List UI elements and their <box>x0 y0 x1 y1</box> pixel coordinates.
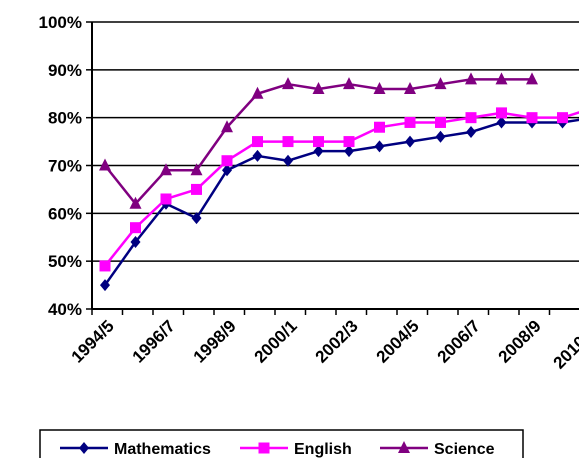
data-point-english <box>282 136 294 148</box>
series-layer <box>99 72 579 292</box>
data-point-mathematics <box>252 149 263 162</box>
series-line-english <box>104 111 579 267</box>
y-tick-label: 40% <box>48 300 82 319</box>
legend-marker-science <box>398 441 410 453</box>
x-tick-label: 2002/3 <box>312 316 362 366</box>
data-point-english <box>343 136 355 148</box>
data-point-english <box>191 183 202 195</box>
data-point-science <box>404 81 416 94</box>
data-point-mathematics <box>313 145 324 158</box>
data-point-english <box>313 136 324 148</box>
data-point-science <box>526 72 538 85</box>
data-point-science <box>465 72 477 85</box>
data-point-science <box>312 81 325 94</box>
y-axis-ticks: 40% 50% 60% 70% 80% 90% 100% <box>39 13 92 319</box>
y-tick-label: 60% <box>48 204 82 223</box>
data-point-english <box>160 193 172 205</box>
data-point-mathematics <box>496 116 507 129</box>
data-point-mathematics <box>435 130 446 143</box>
data-point-mathematics <box>374 140 385 153</box>
data-point-english <box>557 112 568 124</box>
data-point-english <box>404 116 416 128</box>
data-point-english <box>374 121 385 133</box>
data-point-mathematics <box>100 279 110 292</box>
data-point-mathematics <box>283 154 293 167</box>
data-point-english <box>130 222 141 234</box>
x-tick-label: 1996/7 <box>129 316 179 366</box>
y-tick-label: 100% <box>39 13 82 32</box>
data-point-science <box>160 163 172 176</box>
data-point-mathematics <box>344 145 354 158</box>
x-tick-label: 1994/5 <box>68 316 118 366</box>
legend-marker-mathematics <box>79 442 89 454</box>
data-point-science <box>129 196 142 209</box>
data-point-mathematics <box>405 135 415 148</box>
data-point-science <box>221 120 233 133</box>
data-point-english <box>99 260 111 272</box>
legend-marker-english <box>258 442 270 454</box>
x-axis-ticks: 1994/5 1996/7 1998/9 2000/1 2002/3 2004/5 2006… <box>68 309 579 373</box>
data-point-mathematics <box>466 126 476 139</box>
legend-label-science: Science <box>434 441 495 458</box>
data-point-science <box>282 77 294 90</box>
data-point-science <box>251 86 264 99</box>
data-point-english <box>435 116 446 128</box>
data-point-english <box>465 112 477 124</box>
series-english <box>99 107 579 272</box>
series-science <box>99 72 538 209</box>
x-tick-label: 2008/9 <box>495 316 545 366</box>
data-point-science <box>190 163 203 176</box>
data-point-science <box>99 158 111 171</box>
y-tick-label: 70% <box>48 157 82 176</box>
x-tick-label: 2010/11 <box>550 316 579 372</box>
data-point-science <box>434 77 447 90</box>
x-tick-label: 1998/9 <box>190 316 240 366</box>
x-tick-label: 2006/7 <box>434 316 484 366</box>
legend: Mathematics English Science <box>39 429 524 458</box>
x-tick-label: 2000/1 <box>251 316 301 366</box>
legend-label-mathematics: Mathematics <box>114 441 211 458</box>
data-point-science <box>343 77 355 90</box>
data-point-english <box>496 107 507 119</box>
x-tick-label: 2004/5 <box>373 316 423 366</box>
gridlines <box>92 21 579 262</box>
data-point-english <box>221 155 233 167</box>
y-tick-label: 50% <box>48 252 82 271</box>
data-point-english <box>252 136 263 148</box>
y-tick-label: 80% <box>48 109 82 128</box>
data-point-mathematics <box>222 164 232 177</box>
data-point-english <box>526 112 538 124</box>
legend-label-english: English <box>294 441 352 458</box>
y-tick-label: 90% <box>48 61 82 80</box>
series-mathematics <box>100 116 579 292</box>
data-point-mathematics <box>130 236 141 249</box>
data-point-science <box>495 72 508 85</box>
legend-box <box>39 429 524 458</box>
data-point-science <box>373 81 386 94</box>
data-point-mathematics <box>191 212 202 225</box>
